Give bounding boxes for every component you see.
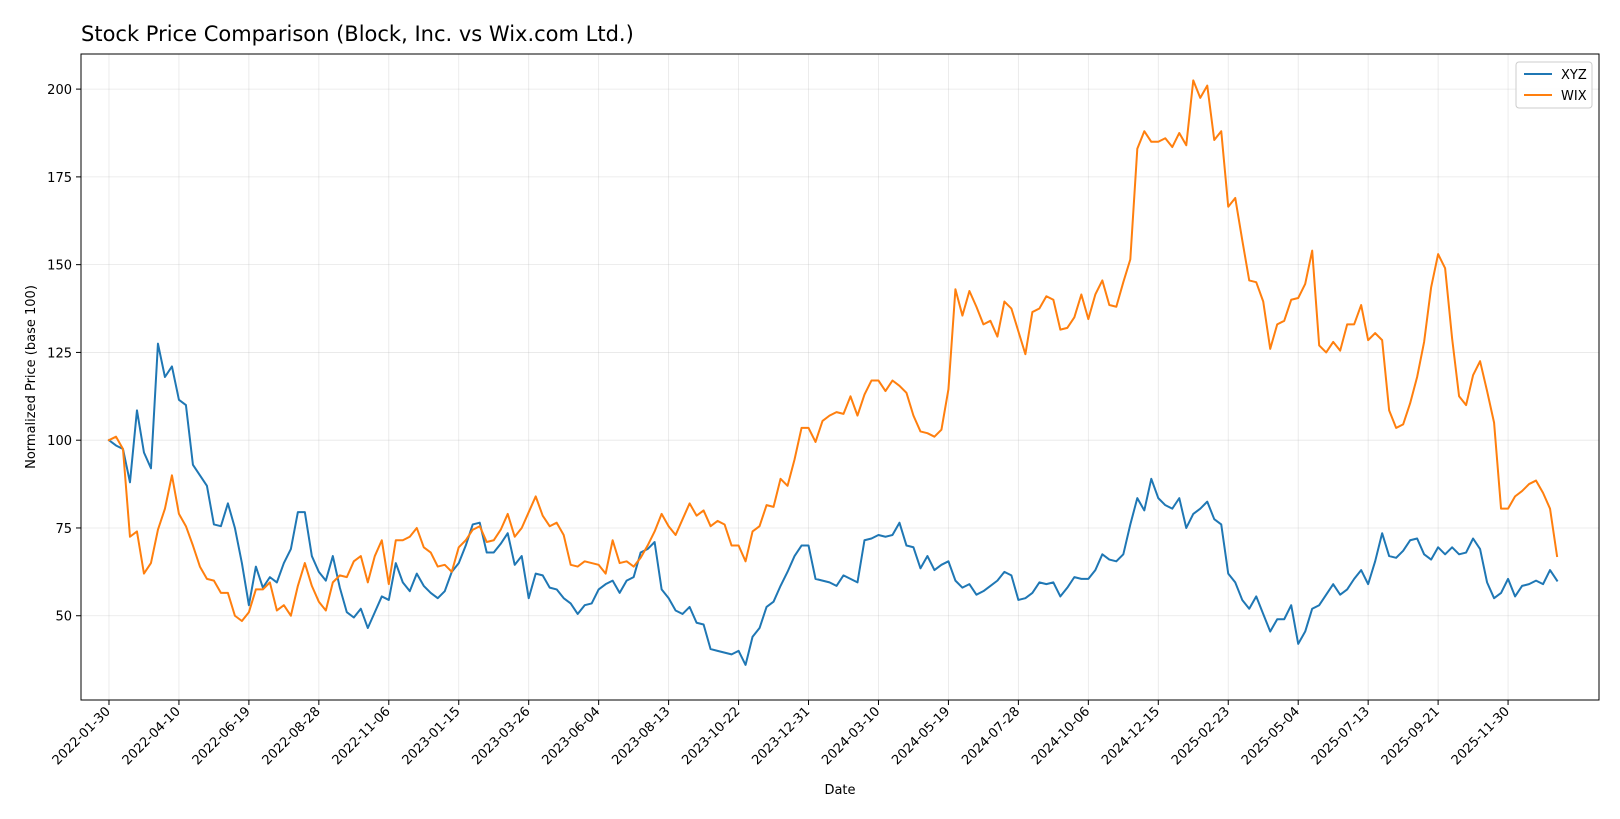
x-tick-label: 2024-07-28 bbox=[959, 704, 1023, 768]
x-tick-label: 2023-10-22 bbox=[679, 704, 743, 768]
series-lines bbox=[107, 79, 1559, 666]
x-tick-label: 2023-06-04 bbox=[539, 704, 603, 768]
x-tick-label: 2025-05-04 bbox=[1239, 704, 1303, 768]
x-tick-label: 2024-12-15 bbox=[1099, 704, 1163, 768]
x-axis: 2022-01-30 2022-04-10 2022-06-19 2022-08-28… bbox=[50, 700, 1513, 768]
plot-area-frame bbox=[80, 53, 1600, 701]
x-tick-label: 2025-11-30 bbox=[1449, 704, 1513, 768]
x-tick-label: 2025-02-23 bbox=[1169, 704, 1233, 768]
y-axis-label: Normalized Price (base 100) bbox=[24, 285, 39, 469]
y-tick-label: 50 bbox=[55, 610, 72, 625]
chart-title: Stock Price Comparison (Block, Inc. vs W… bbox=[81, 22, 634, 46]
x-axis-label: Date bbox=[824, 783, 855, 798]
y-tick-label: 125 bbox=[47, 346, 72, 361]
x-tick-label: 2024-03-10 bbox=[819, 704, 883, 768]
y-axis: 50 75 100 125 150 175 200 bbox=[47, 83, 81, 625]
y-tick-label: 100 bbox=[47, 434, 72, 449]
series-line-xyz bbox=[107, 342, 1559, 666]
legend-label-wix: WIX bbox=[1561, 89, 1587, 104]
x-tick-label: 2024-05-19 bbox=[889, 704, 953, 768]
series-line-wix bbox=[107, 79, 1559, 623]
x-tick-label: 2023-08-13 bbox=[609, 704, 673, 768]
y-tick-label: 150 bbox=[47, 259, 72, 274]
x-tick-label: 2022-04-10 bbox=[120, 704, 184, 768]
x-tick-label: 2025-07-13 bbox=[1309, 704, 1373, 768]
x-tick-label: 2024-10-06 bbox=[1029, 704, 1093, 768]
x-tick-label: 2022-06-19 bbox=[190, 704, 254, 768]
x-tick-label: 2022-01-30 bbox=[50, 704, 114, 768]
legend: XYZ WIX bbox=[1515, 61, 1593, 109]
x-tick-label: 2023-03-26 bbox=[469, 704, 533, 768]
x-tick-label: 2022-08-28 bbox=[260, 704, 324, 768]
x-tick-label: 2022-11-06 bbox=[330, 704, 394, 768]
grid bbox=[81, 54, 1599, 700]
y-tick-label: 75 bbox=[55, 522, 72, 537]
y-tick-label: 175 bbox=[47, 171, 72, 186]
legend-label-xyz: XYZ bbox=[1561, 68, 1587, 83]
y-tick-label: 200 bbox=[47, 83, 72, 98]
x-tick-label: 2023-01-15 bbox=[400, 704, 464, 768]
x-tick-label: 2023-12-31 bbox=[749, 704, 813, 768]
x-tick-label: 2025-09-21 bbox=[1379, 704, 1443, 768]
